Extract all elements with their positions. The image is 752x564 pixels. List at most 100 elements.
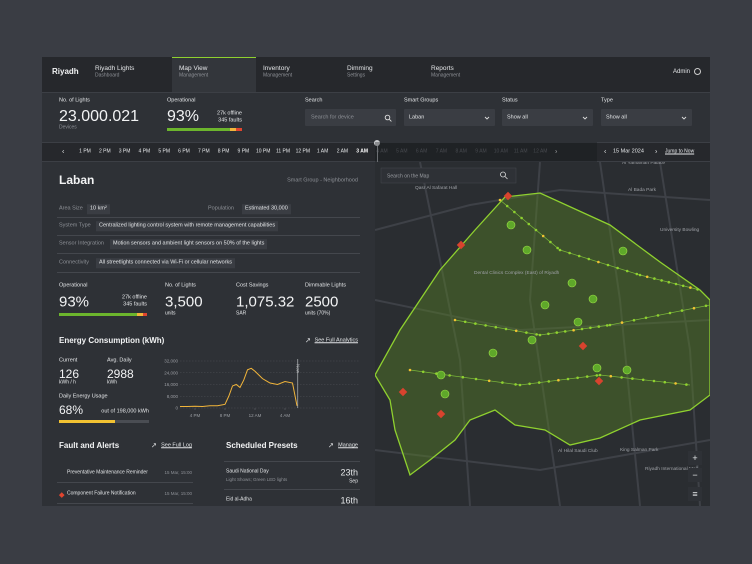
hour-label[interactable]: 12 PM <box>295 148 311 155</box>
map-button[interactable] <box>688 451 702 465</box>
light <box>463 320 467 324</box>
hour-label[interactable]: 2 PM <box>98 148 111 155</box>
hour-label[interactable]: 12 AM <box>533 148 548 155</box>
hour-label[interactable]: 6 AM <box>415 148 428 155</box>
hour-label[interactable]: 5 AM <box>396 148 408 155</box>
tab-subtitle: Dashboard <box>95 72 120 79</box>
light <box>547 332 550 336</box>
hour-label[interactable]: 11 PM <box>275 148 291 155</box>
hour-label[interactable]: 3 PM <box>118 148 131 155</box>
map-button[interactable] <box>688 487 702 501</box>
kpi-label: Cost Savings <box>236 282 269 289</box>
hour-label[interactable]: 5 PM <box>158 148 171 155</box>
filter-box[interactable] <box>601 109 692 126</box>
light <box>527 222 531 226</box>
filter-box[interactable] <box>502 109 593 126</box>
map-label: Dental Clinics Complex (East) of Riyadh <box>474 270 560 276</box>
external-icon[interactable]: ↗ <box>305 337 311 345</box>
filter-label: Smart Groups <box>404 97 439 104</box>
light <box>616 266 619 270</box>
x-tick-label: 8 PM <box>220 413 231 418</box>
hour-label[interactable]: 4 PM <box>138 148 151 155</box>
usage-fill <box>59 420 115 423</box>
hour-label[interactable]: 8 AM <box>455 148 467 155</box>
filter-box[interactable] <box>404 109 495 126</box>
field-label: Sensor Integration <box>59 240 104 247</box>
stat-label: Operational <box>167 97 196 104</box>
light <box>631 377 634 380</box>
prev-arrow[interactable]: ‹ <box>62 148 65 156</box>
light <box>514 383 517 386</box>
hour-label[interactable]: 4 AM <box>376 148 388 155</box>
offline: 27k offline <box>217 110 242 117</box>
prev-date[interactable]: ‹ <box>604 148 607 156</box>
faults: 345 faults <box>123 301 147 308</box>
jump-link[interactable]: Jump to Now <box>665 148 695 155</box>
light <box>598 373 602 377</box>
preset-day: 23th <box>340 467 358 478</box>
cluster <box>540 300 550 310</box>
light <box>566 377 570 381</box>
avg-value: 2988 <box>107 367 134 381</box>
light <box>625 269 629 273</box>
light <box>421 370 425 374</box>
separator <box>57 235 360 236</box>
next-arrow[interactable]: › <box>555 148 558 156</box>
tab-title: Riyadh Lights <box>95 64 135 72</box>
light <box>653 277 656 280</box>
light <box>609 374 613 378</box>
light <box>589 326 592 330</box>
map-button-icon: ≡ <box>692 489 697 499</box>
filter-label: Type <box>601 97 613 104</box>
manage-link[interactable]: Manage <box>338 442 358 449</box>
map-label: Al Yamamah Palace <box>622 162 665 166</box>
separator <box>57 503 193 504</box>
kpi-value: 1,075.32 <box>236 293 295 311</box>
hour-label[interactable]: 10 PM <box>255 148 271 155</box>
hour-label[interactable]: 9 PM <box>237 148 250 155</box>
hour-label[interactable]: 1 AM <box>316 148 329 155</box>
next-date[interactable]: › <box>655 148 658 156</box>
light <box>656 314 660 317</box>
light <box>558 248 562 252</box>
light <box>520 216 523 220</box>
map-button[interactable] <box>688 468 702 482</box>
fault-marker <box>436 409 446 419</box>
hour-label[interactable]: 8 PM <box>217 148 230 155</box>
log-link[interactable]: See Full Log <box>161 442 192 449</box>
external-icon[interactable]: ↗ <box>328 442 334 450</box>
map[interactable]: Search on the Map Al Yamamah Palace Qasr A… <box>375 162 710 506</box>
preset-day: 16th <box>340 495 358 506</box>
now-line <box>376 142 378 162</box>
external-icon[interactable]: ↗ <box>151 442 157 450</box>
filter-label: Status <box>502 97 518 104</box>
hour-label[interactable]: 7 PM <box>197 148 210 155</box>
light <box>645 275 649 279</box>
y-tick-label: 16,000 <box>164 382 178 387</box>
hour-label[interactable]: 3 AM <box>356 148 369 155</box>
separator <box>57 272 360 273</box>
hour-label[interactable]: 9 AM <box>475 148 487 155</box>
hour-label[interactable]: 11 AM <box>513 148 528 155</box>
hour-label[interactable]: 7 AM <box>435 148 448 155</box>
field-value: Estimated 30,000 <box>242 204 291 214</box>
user-icon[interactable] <box>694 68 701 75</box>
hour-label[interactable]: 2 AM <box>336 148 349 155</box>
road <box>375 439 710 472</box>
offline: 27k offline <box>122 294 147 301</box>
cluster <box>522 245 532 255</box>
hour-label[interactable]: 6 PM <box>178 148 190 155</box>
hour-label[interactable]: 10 AM <box>493 148 508 155</box>
preset-month: Sep <box>349 478 358 485</box>
hour-label[interactable]: 1 PM <box>79 148 91 155</box>
stat-label: No. of Lights <box>59 97 90 104</box>
alert-icon <box>58 491 64 497</box>
filter-box[interactable] <box>305 109 396 126</box>
light <box>528 382 531 386</box>
light <box>692 306 696 310</box>
map-button-icon: − <box>692 470 697 480</box>
analytics-link[interactable]: See Full Analytics <box>314 337 358 344</box>
y-tick-label: 0 <box>175 406 178 411</box>
light <box>484 324 487 327</box>
stat-value: 93% <box>167 108 200 125</box>
